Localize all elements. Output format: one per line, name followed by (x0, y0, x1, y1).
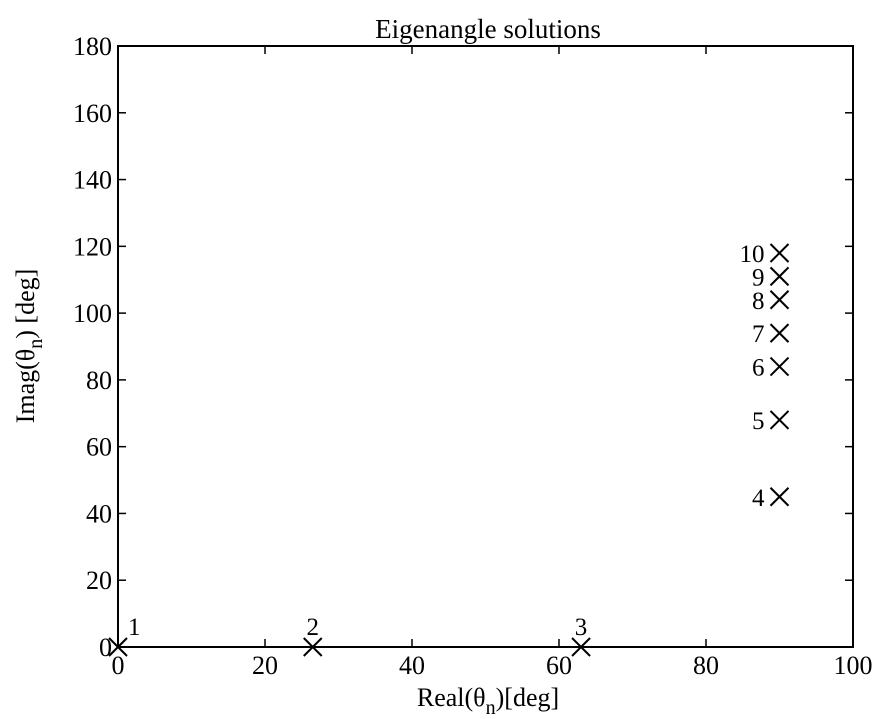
y-tick-label: 40 (86, 499, 112, 528)
y-tick-label: 160 (73, 99, 112, 128)
x-tick-label: 0 (112, 651, 125, 680)
point-label-6: 6 (752, 355, 765, 382)
point-label-2: 2 (307, 614, 320, 641)
point-label-8: 8 (752, 288, 765, 315)
x-tick-label: 40 (399, 651, 425, 680)
y-tick-label: 0 (99, 633, 112, 662)
y-tick-label: 80 (86, 366, 112, 395)
x-tick-label: 100 (834, 651, 873, 680)
x-axis-label: Real(θn)[deg] (417, 683, 559, 719)
point-marker-7 (769, 323, 790, 343)
chart-title: Eigenangle solutions (375, 14, 601, 44)
y-tick-label: 100 (73, 299, 112, 328)
point-marker-6 (769, 356, 790, 377)
axis-ticks: 0 20 40 60 80 100 0 20 40 60 80 100 120 140 160 180 (73, 32, 873, 680)
point-label-3: 3 (575, 614, 588, 641)
x-axis-label-prefix: Real(θ (417, 683, 486, 712)
point-label-1: 1 (128, 614, 141, 641)
y-axis-label-sub: n (25, 339, 47, 349)
point-label-10: 10 (740, 241, 765, 268)
point-marker-2 (303, 637, 323, 657)
y-tick-label: 20 (86, 566, 112, 595)
x-tick-label: 20 (252, 651, 278, 680)
point-marker-5 (769, 410, 790, 430)
point-label-9: 9 (752, 264, 765, 291)
x-axis-label-sub: n (486, 697, 496, 719)
point-label-5: 5 (752, 408, 765, 435)
point-marker-9 (769, 266, 790, 287)
point-marker-1 (108, 637, 128, 657)
point-marker-4 (769, 487, 790, 507)
y-tick-label: 140 (73, 166, 112, 195)
y-axis-label: Imag(θn) [deg] (11, 269, 47, 424)
x-tick-label: 60 (546, 651, 572, 680)
plot-frame (117, 45, 854, 648)
point-marker-3 (571, 637, 591, 657)
y-tick-label: 180 (73, 32, 112, 61)
x-axis-label-suffix: )[deg] (496, 683, 560, 712)
x-tick-label: 80 (693, 651, 719, 680)
y-tick-label: 60 (86, 433, 112, 462)
point-label-4: 4 (752, 485, 765, 512)
y-tick-label: 120 (73, 232, 112, 261)
point-marker-8 (769, 290, 790, 310)
point-label-7: 7 (752, 321, 765, 348)
point-marker-10 (769, 243, 790, 263)
y-axis-label-prefix: Imag(θ (11, 349, 40, 424)
y-axis-label-suffix: ) [deg] (11, 269, 40, 339)
